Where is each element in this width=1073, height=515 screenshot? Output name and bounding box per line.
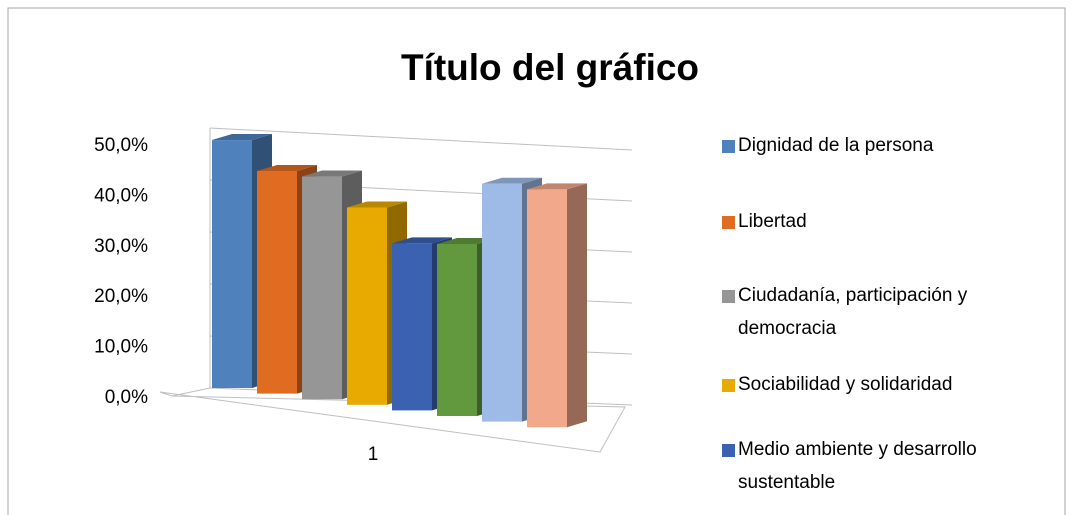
- y-tick-label: 30,0%: [94, 236, 148, 257]
- bar: [347, 207, 387, 405]
- legend-swatch: [722, 444, 735, 457]
- bar: [482, 183, 522, 422]
- bar-top: [212, 134, 272, 141]
- bar-top: [392, 237, 452, 244]
- bar-top: [257, 164, 317, 171]
- legend-label: Libertad: [738, 211, 807, 232]
- legend-entry: Libertad: [738, 211, 807, 232]
- legend-entry: Medio ambiente y desarrollo sustentable: [738, 439, 977, 493]
- y-tick-label: 10,0%: [94, 337, 148, 358]
- wall-edge: [171, 387, 211, 397]
- legend-swatch: [722, 379, 735, 392]
- legend-label: Sociabilidad y solidaridad: [738, 374, 953, 395]
- y-tick-label: 0,0%: [105, 387, 148, 408]
- bar: [302, 176, 342, 400]
- grid-line: [209, 127, 633, 151]
- bar: [437, 243, 477, 416]
- legend-swatch: [722, 290, 735, 303]
- legend-entry: Ciudadanía, participación y democracia: [738, 285, 968, 339]
- y-tick-label: 40,0%: [94, 185, 148, 206]
- legend-entry: Dignidad de la persona: [738, 135, 934, 156]
- legend-label: Ciudadanía, participación y democracia: [738, 285, 968, 339]
- bar: [257, 170, 297, 394]
- y-tick-label: 50,0%: [94, 135, 148, 156]
- chart-frame: [7, 7, 1066, 515]
- legend-swatch: [722, 216, 735, 229]
- legend-label: Dignidad de la persona: [738, 135, 934, 156]
- bar-side: [567, 183, 587, 428]
- bar-top: [347, 201, 407, 208]
- bar: [212, 140, 252, 388]
- legend-entry: Sociabilidad y solidaridad: [738, 374, 953, 395]
- legend-swatch: [722, 140, 735, 153]
- bar-top: [302, 170, 362, 177]
- bar: [527, 189, 567, 428]
- bar-top: [527, 183, 587, 190]
- chart-title: Título del gráfico: [401, 47, 699, 88]
- y-tick-label: 20,0%: [94, 286, 148, 307]
- bar-top: [482, 177, 542, 184]
- bar: [392, 243, 432, 411]
- legend-label: Medio ambiente y desarrollo sustentable: [738, 439, 977, 493]
- x-tick-label: 1: [368, 444, 379, 465]
